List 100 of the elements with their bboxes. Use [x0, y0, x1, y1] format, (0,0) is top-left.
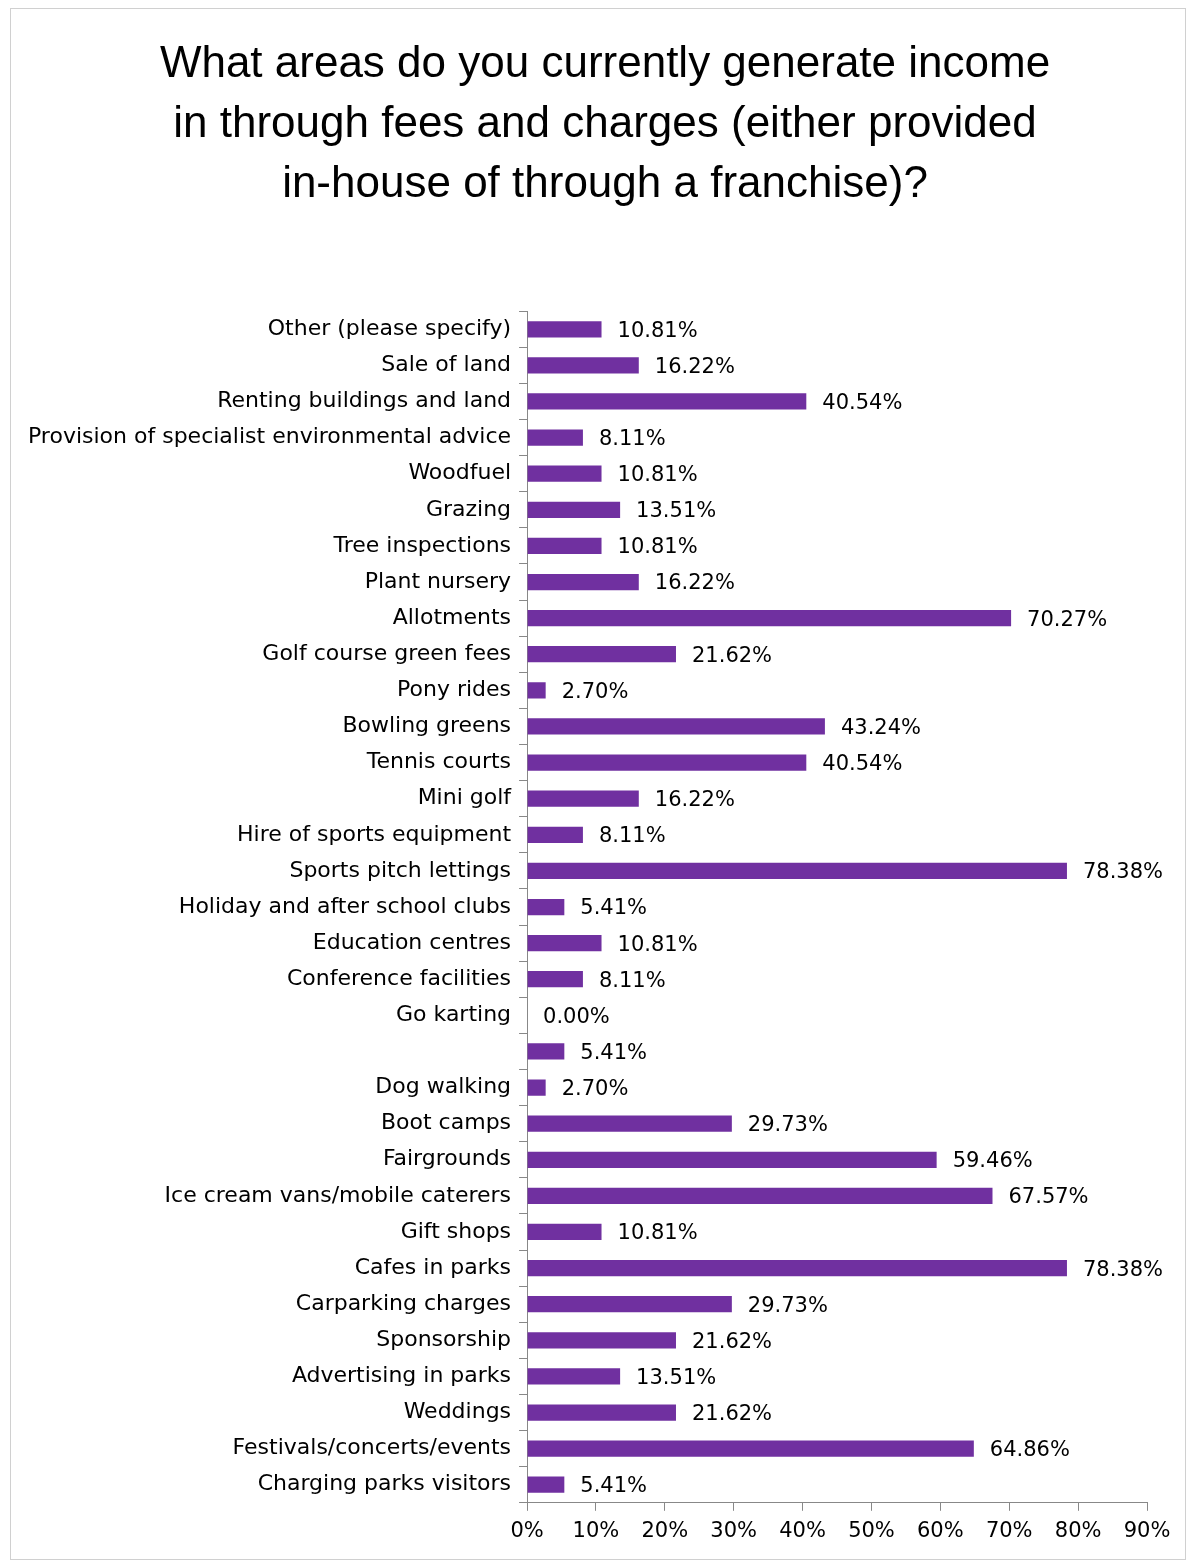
x-tick-label: 70% — [985, 1517, 1033, 1542]
y-tick-label: Dog walking — [375, 1073, 512, 1099]
chart-title: What areas do you currently generate income in through fees and charges (either provided in-house of through a franchise)? — [158, 36, 1052, 208]
y-tick-label: Grazing — [425, 495, 512, 521]
data-label: 29.73% — [747, 1112, 828, 1137]
y-tick-label: Renting buildings and land — [217, 387, 512, 413]
y-tick-label: Go karting — [396, 1001, 512, 1027]
bar — [527, 682, 546, 699]
bar — [527, 754, 807, 771]
x-tick-label: 90% — [1123, 1517, 1171, 1542]
bar — [527, 898, 565, 916]
data-label: 2.70% — [561, 1076, 629, 1100]
data-label: 10.81% — [617, 931, 698, 956]
data-label: 59.46% — [952, 1148, 1033, 1173]
y-tick-label: Provision of specialist environmental advice — [27, 423, 512, 449]
bar — [527, 1440, 974, 1457]
data-label: 2.70% — [561, 678, 629, 703]
x-tick-label: 20% — [641, 1517, 689, 1542]
y-tick-label: Festivals/concerts/events — [232, 1434, 512, 1460]
bar — [527, 1115, 732, 1132]
data-label: 8.11% — [598, 823, 666, 848]
y-tick-label: Hire of sports equipment — [237, 820, 512, 846]
bar — [527, 934, 602, 952]
x-tick-label: 30% — [710, 1517, 758, 1542]
x-tick-label: 50% — [848, 1517, 895, 1542]
y-tick-label: Tennis courts — [365, 748, 512, 774]
data-label: 10.81% — [617, 1220, 698, 1245]
x-tick-label: 0% — [510, 1517, 544, 1542]
data-label: 78.38% — [1082, 1256, 1164, 1281]
data-label: 13.51% — [636, 1364, 717, 1389]
bar — [527, 1476, 565, 1493]
y-tick-label: Boot camps — [380, 1109, 512, 1135]
data-label: 64.86% — [989, 1437, 1070, 1462]
bar — [527, 321, 602, 338]
y-tick-label: Sponsorship — [376, 1326, 512, 1352]
data-label: 16.22% — [654, 787, 735, 812]
bar — [527, 465, 602, 482]
data-label: 21.62% — [691, 642, 773, 667]
bar — [527, 1404, 676, 1421]
data-label: 70.27% — [1027, 606, 1108, 631]
y-tick-label: Mini golf — [417, 784, 513, 810]
data-label: 29.73% — [747, 1292, 828, 1317]
x-tick-label: 80% — [1054, 1517, 1102, 1542]
y-tick-label: Bowling greens — [342, 712, 512, 738]
y-tick-label: Woodfuel — [408, 459, 512, 485]
y-tick-label: Holiday and after school clubs — [178, 892, 512, 918]
bar — [527, 537, 602, 555]
y-tick-label: Tree inspections — [332, 531, 512, 557]
bar — [527, 826, 583, 843]
x-tick-label: 40% — [779, 1517, 826, 1542]
bar — [527, 646, 676, 663]
bar — [527, 1043, 565, 1060]
bar — [527, 1296, 732, 1313]
y-tick-label: Fairgrounds — [382, 1145, 512, 1171]
data-label: 10.81% — [617, 317, 698, 342]
y-tick-label: Gift shops — [400, 1217, 512, 1243]
y-tick-label: Charging parks visitors — [257, 1470, 512, 1496]
data-label: 5.41% — [580, 895, 648, 920]
bar — [527, 357, 639, 374]
bar — [527, 1259, 1067, 1277]
data-label: 21.62% — [691, 1400, 773, 1425]
bar — [527, 1187, 993, 1204]
data-label: 10.81% — [617, 534, 698, 559]
data-label: 21.62% — [691, 1328, 773, 1353]
y-tick-label: Pony rides — [397, 676, 512, 702]
y-tick-label: Plant nursery — [364, 567, 512, 593]
data-label: 5.41% — [580, 1473, 648, 1498]
bar — [527, 1151, 937, 1168]
y-tick-label: Ice cream vans/mobile caterers — [164, 1181, 512, 1207]
bar — [527, 1368, 621, 1385]
y-tick-label: Sale of land — [381, 351, 512, 377]
y-tick-label: Golf course green fees — [262, 639, 512, 665]
bar — [527, 862, 1067, 880]
y-tick-label: Weddings — [403, 1398, 512, 1424]
data-label: 43.24% — [840, 714, 921, 739]
y-tick-label: Advertising in parks — [291, 1362, 512, 1388]
bar — [527, 790, 639, 807]
bar — [527, 393, 807, 410]
bar — [527, 718, 825, 735]
data-label: 5.41% — [580, 1039, 648, 1064]
y-tick-label: Cafes in parks — [354, 1253, 512, 1279]
y-tick-label: Allotments — [392, 603, 512, 629]
bar — [527, 971, 583, 988]
data-label: 8.11% — [598, 967, 666, 992]
data-label: 40.54% — [822, 389, 903, 414]
bar — [527, 501, 621, 518]
data-label: 40.54% — [822, 751, 903, 776]
bar — [527, 1223, 602, 1241]
x-tick-label: 60% — [917, 1517, 964, 1542]
data-label: 0.00% — [543, 1003, 610, 1028]
bar — [527, 1332, 676, 1349]
data-label: 67.57% — [1008, 1184, 1089, 1209]
bar — [527, 610, 1012, 627]
data-label: 16.22% — [654, 570, 735, 595]
y-tick-label: Education centres — [312, 928, 512, 954]
data-label: 78.38% — [1082, 859, 1164, 884]
x-tick-label: 10% — [572, 1517, 620, 1542]
data-label: 10.81% — [617, 462, 698, 487]
y-tick-label: Conference facilities — [286, 964, 512, 990]
data-label: 8.11% — [598, 426, 666, 451]
